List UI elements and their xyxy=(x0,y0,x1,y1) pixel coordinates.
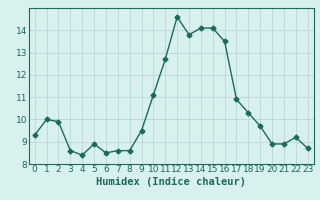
X-axis label: Humidex (Indice chaleur): Humidex (Indice chaleur) xyxy=(96,177,246,187)
